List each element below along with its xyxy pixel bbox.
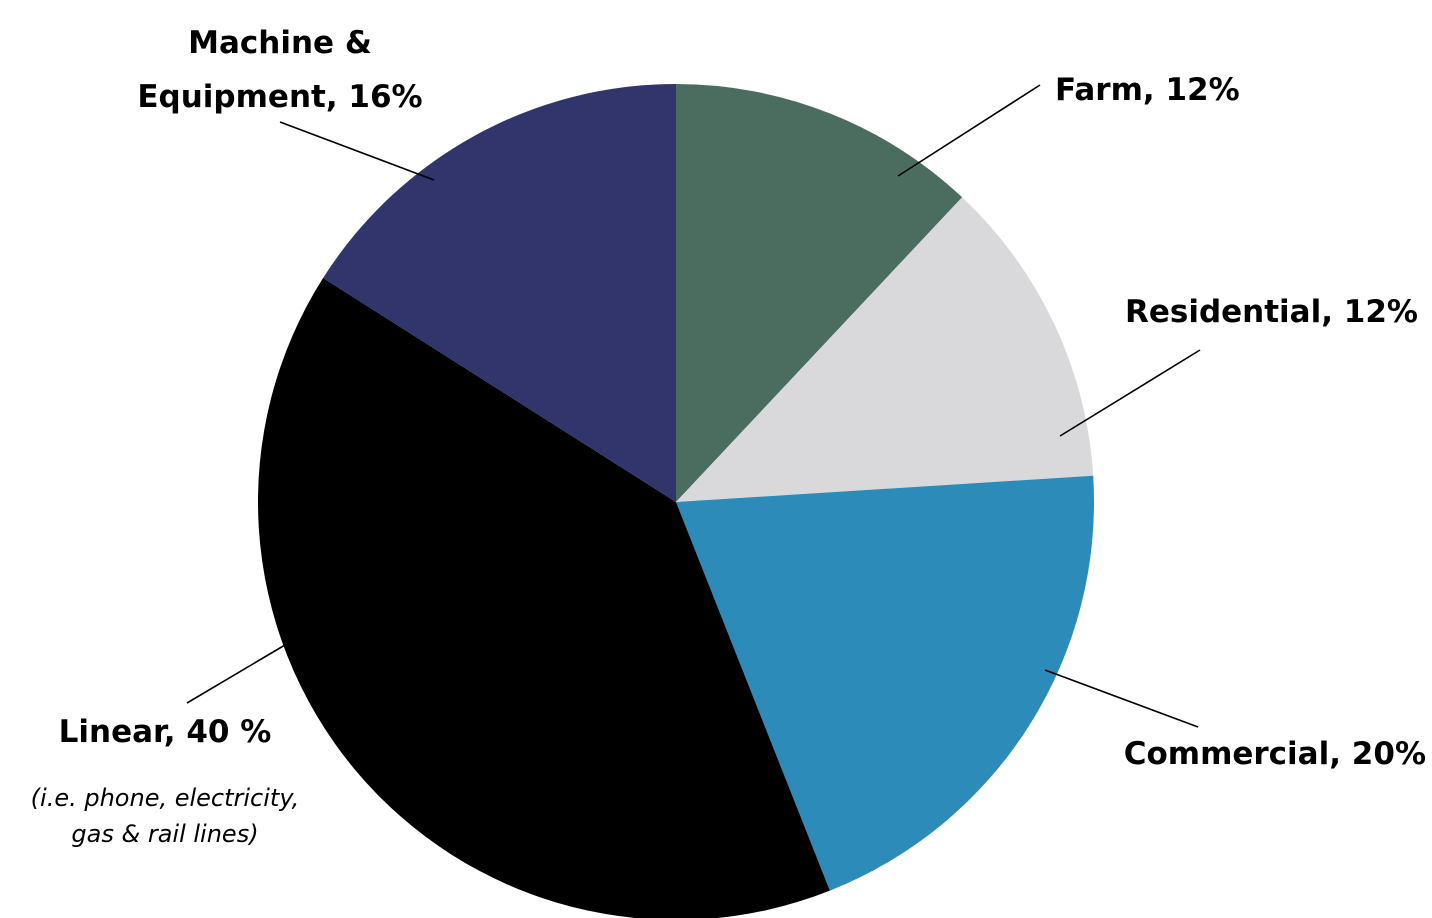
slice-machine-equipment [323,84,676,502]
slice-linear [257,278,830,918]
slice-label-commercial: Commercial, 20% [1124,736,1426,772]
slice-labels: Farm, 12% Residential, 12% Commercial, 20%… [31,25,1426,848]
slice-label-farm: Farm, 12% [1055,72,1240,108]
slice-residential [676,197,1094,503]
pie-slices [257,84,1095,918]
slice-label-machine-equipment: Equipment, 16% [137,79,422,115]
slice-label-residential: Residential, 12% [1125,294,1418,330]
slice-farm [676,84,963,502]
leader-line-linear [186,644,286,704]
leader-line-residential [1059,349,1201,437]
slice-label-linear: Linear, 40 % [59,714,272,750]
slice-note-linear: (i.e. phone, electricity, [31,784,300,812]
leader-line-commercial [1044,669,1199,728]
leader-lines [186,84,1201,728]
leader-line-machine-equipment [279,121,435,181]
slice-note-linear: gas & rail lines) [71,820,258,848]
leader-line-farm [897,84,1041,177]
slice-label-machine-equipment: Machine & [188,25,372,61]
slice-commercial [676,475,1095,891]
